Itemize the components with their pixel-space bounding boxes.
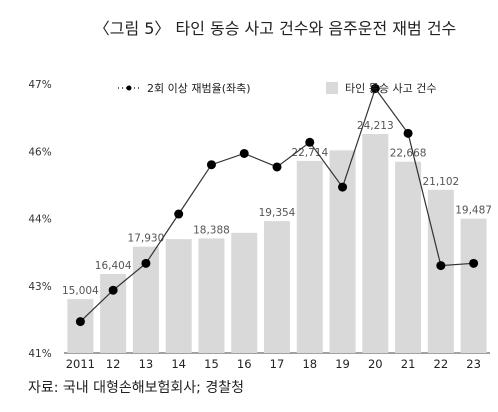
legend-line-marker [126, 85, 132, 91]
line-point [305, 137, 315, 147]
bar-data-label: 22,668 [390, 148, 427, 160]
bar-data-labels: 15,004 16,404 17,930 18,388 19,354 22,714 24,2… [62, 120, 492, 297]
bar [165, 239, 192, 353]
chart-title: 〈그림 5〉 타인 동승 사고 건수와 음주운전 재범 건수 [94, 19, 457, 38]
x-axis-tick-label: 21 [401, 357, 416, 371]
x-axis-ticks: 2011 12 13 14 15 16 17 18 19 20 21 22 23 [66, 357, 481, 371]
bar-data-label: 18,388 [193, 224, 230, 236]
line-point [141, 258, 151, 268]
line-point [338, 182, 348, 192]
bar-data-label: 16,404 [95, 260, 132, 272]
x-axis-tick-label: 22 [434, 357, 449, 371]
legend-bar-label: 타인 동승 사고 건수 [345, 82, 436, 95]
x-axis-tick-label: 17 [270, 357, 285, 371]
bar-data-label: 17,930 [128, 233, 165, 245]
line-point [239, 148, 249, 158]
legend-bar-swatch [326, 82, 338, 94]
bar-data-label: 21,102 [422, 176, 459, 188]
x-axis-tick-label: 14 [171, 357, 186, 371]
bar-data-label: 15,004 [62, 285, 99, 297]
line-point [370, 83, 380, 93]
line-point [469, 258, 479, 268]
x-axis-tick-label: 19 [335, 357, 350, 371]
line-point [174, 209, 184, 219]
x-axis-tick-label: 20 [368, 357, 383, 371]
legend-line-label: 2회 이상 재범율(좌축) [147, 82, 251, 95]
source-note: 자료: 국내 대형손해보험회사; 경찰청 [28, 380, 244, 396]
bar-data-label: 19,354 [259, 207, 296, 219]
left-axis-tick-label: 41% [28, 348, 51, 360]
bar [460, 218, 487, 353]
line-point [436, 261, 446, 271]
bar [427, 189, 454, 353]
x-axis-tick-label: 2011 [66, 357, 95, 371]
left-axis-ticks: 41% 43% 44% 46% 47% [28, 79, 51, 360]
x-axis-tick-label: 23 [466, 357, 481, 371]
left-axis-tick-label: 44% [28, 214, 51, 226]
bar [264, 221, 290, 353]
legend: 2회 이상 재범율(좌축) 타인 동승 사고 건수 [118, 82, 436, 95]
bar-data-label: 19,487 [455, 205, 492, 217]
x-axis-tick-label: 15 [204, 357, 219, 371]
x-axis-tick-label: 18 [302, 357, 317, 371]
line-series [75, 83, 479, 327]
line-point [403, 128, 413, 138]
bar [362, 133, 389, 353]
bar [329, 150, 356, 353]
line-point [206, 160, 216, 170]
bar [198, 238, 225, 353]
line-point [75, 317, 85, 327]
bar [296, 160, 323, 353]
bar-data-label: 24,213 [357, 120, 394, 132]
x-axis-tick-label: 13 [139, 357, 154, 371]
bar [395, 161, 422, 353]
bar [231, 232, 258, 353]
line-point [272, 162, 282, 172]
bar-data-label: 22,714 [291, 147, 328, 159]
left-axis-tick-label: 43% [28, 281, 51, 293]
x-axis-tick-label: 12 [106, 357, 121, 371]
left-axis-tick-label: 47% [28, 79, 51, 91]
line-point [108, 285, 118, 295]
left-axis-tick-label: 46% [28, 146, 51, 158]
x-axis-tick-label: 16 [237, 357, 252, 371]
